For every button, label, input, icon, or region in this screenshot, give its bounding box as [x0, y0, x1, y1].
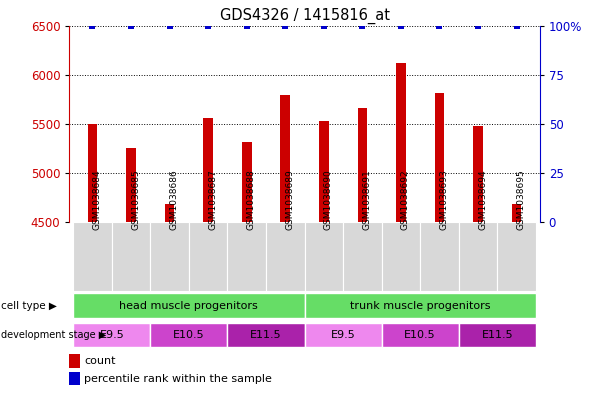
Text: GSM1038688: GSM1038688: [247, 169, 256, 230]
Bar: [73, 323, 150, 347]
Bar: [150, 323, 227, 347]
Bar: [150, 222, 189, 291]
Bar: [305, 222, 343, 291]
Text: E10.5: E10.5: [173, 330, 204, 340]
Bar: [497, 222, 536, 291]
Bar: [227, 323, 305, 347]
Text: GSM1038690: GSM1038690: [324, 169, 333, 230]
Text: E9.5: E9.5: [99, 330, 124, 340]
Bar: [319, 121, 329, 222]
Bar: [242, 142, 251, 222]
Text: GSM1038695: GSM1038695: [517, 169, 526, 230]
Bar: [512, 204, 522, 222]
Bar: [203, 118, 213, 222]
Bar: [266, 222, 305, 291]
Bar: [69, 354, 80, 368]
Text: GSM1038687: GSM1038687: [208, 169, 217, 230]
Point: [203, 22, 213, 29]
Point: [358, 22, 367, 29]
Text: GSM1038691: GSM1038691: [362, 169, 371, 230]
Point: [165, 22, 174, 29]
Text: GSM1038692: GSM1038692: [401, 170, 410, 230]
Bar: [459, 323, 536, 347]
Text: E11.5: E11.5: [250, 330, 282, 340]
Text: E9.5: E9.5: [330, 330, 355, 340]
Text: trunk muscle progenitors: trunk muscle progenitors: [350, 301, 490, 310]
Title: GDS4326 / 1415816_at: GDS4326 / 1415816_at: [219, 8, 390, 24]
Text: GSM1038693: GSM1038693: [440, 169, 449, 230]
Bar: [305, 293, 536, 318]
Text: GSM1038684: GSM1038684: [92, 170, 101, 230]
Text: cell type ▶: cell type ▶: [1, 301, 57, 310]
Bar: [189, 222, 227, 291]
Point: [87, 22, 97, 29]
Bar: [382, 323, 459, 347]
Bar: [473, 126, 483, 222]
Text: GSM1038686: GSM1038686: [169, 169, 178, 230]
Point: [512, 22, 522, 29]
Bar: [305, 323, 382, 347]
Bar: [112, 222, 150, 291]
Point: [126, 22, 136, 29]
Text: GSM1038689: GSM1038689: [285, 169, 294, 230]
Bar: [126, 148, 136, 222]
Point: [280, 22, 290, 29]
Bar: [343, 222, 382, 291]
Text: count: count: [84, 356, 116, 366]
Bar: [227, 222, 266, 291]
Text: development stage ▶: development stage ▶: [1, 330, 107, 340]
Bar: [459, 222, 497, 291]
Point: [435, 22, 444, 29]
Bar: [165, 204, 174, 222]
Bar: [358, 108, 367, 222]
Bar: [87, 124, 97, 222]
Bar: [69, 372, 80, 385]
Text: GSM1038694: GSM1038694: [478, 170, 487, 230]
Bar: [73, 293, 305, 318]
Text: percentile rank within the sample: percentile rank within the sample: [84, 374, 273, 384]
Point: [242, 22, 251, 29]
Point: [396, 22, 406, 29]
Point: [473, 22, 483, 29]
Text: head muscle progenitors: head muscle progenitors: [119, 301, 258, 310]
Text: E11.5: E11.5: [481, 330, 513, 340]
Bar: [382, 222, 420, 291]
Text: GSM1038685: GSM1038685: [131, 169, 140, 230]
Bar: [73, 222, 112, 291]
Text: E10.5: E10.5: [405, 330, 436, 340]
Bar: [396, 63, 406, 222]
Bar: [420, 222, 459, 291]
Point: [319, 22, 329, 29]
Bar: [435, 93, 444, 222]
Bar: [280, 95, 290, 222]
